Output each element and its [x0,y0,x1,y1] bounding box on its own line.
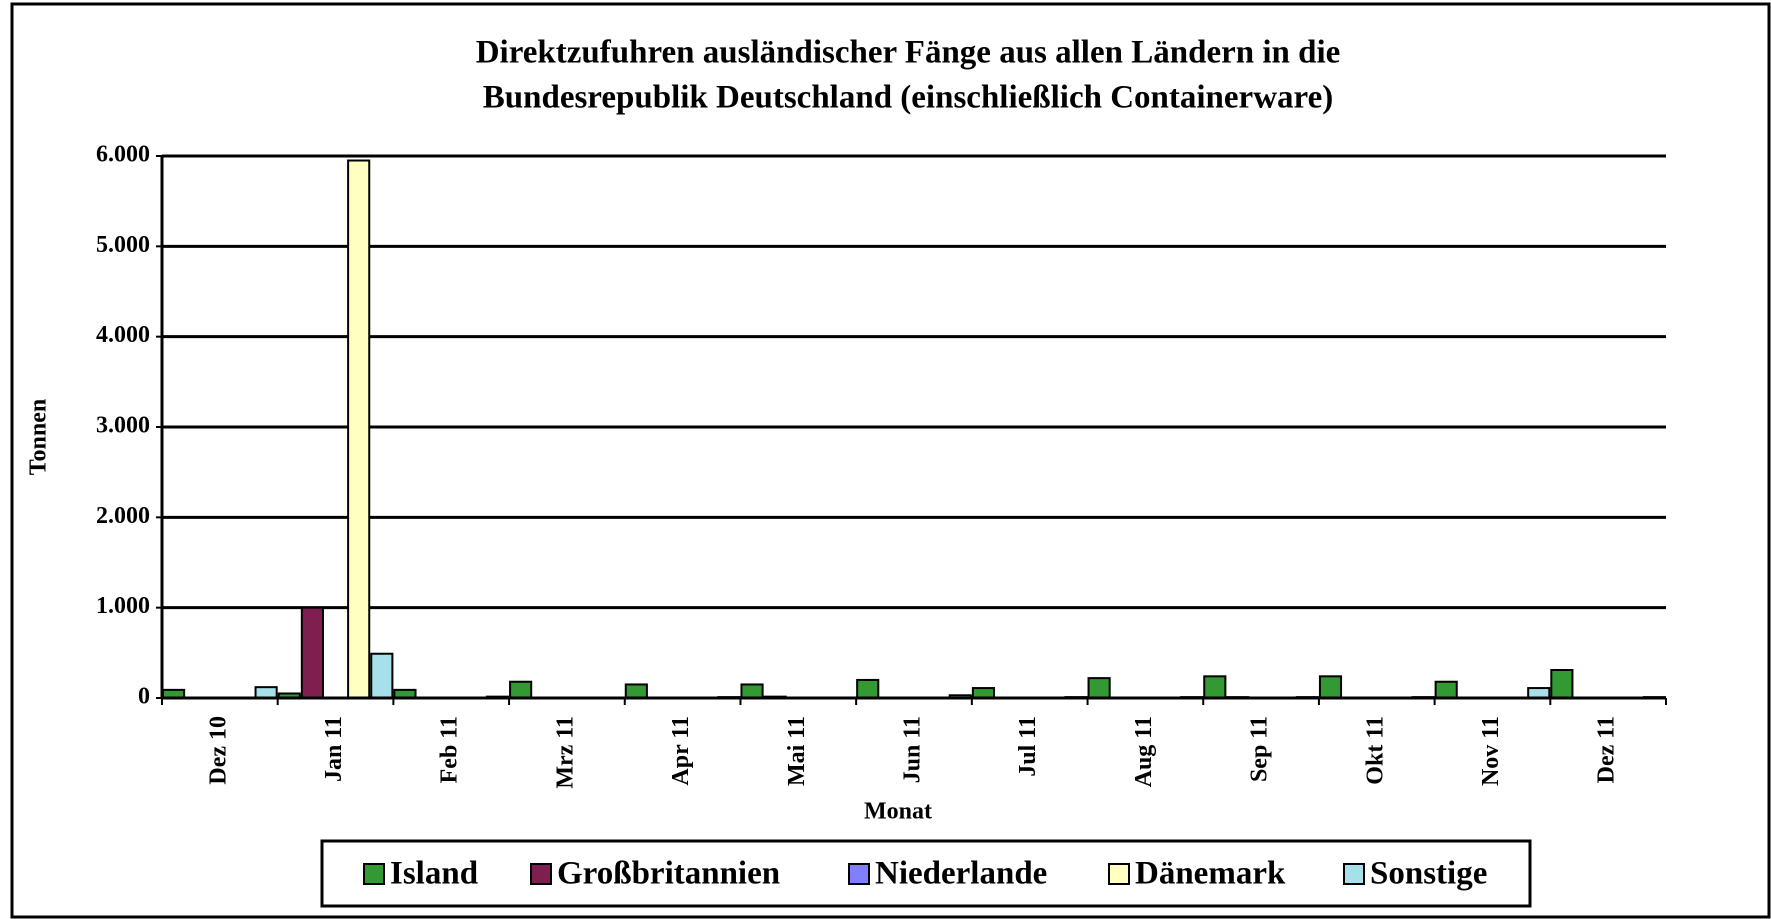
chart-title: Bundesrepublik Deutschland (einschließli… [483,80,1333,116]
x-tick-label: Aug 11 [1131,716,1157,787]
chart-border [10,2,1771,919]
bar [254,686,278,699]
legend-label: Sonstige [1370,856,1487,892]
y-tick-label: 5.000 [96,232,150,258]
legend-label: Großbritannien [557,856,780,892]
bar [370,652,394,700]
legend-label: Island [390,856,478,892]
bar [509,680,533,699]
legend-swatch [1108,863,1130,885]
y-tick-label: 0 [138,684,150,710]
bar [740,683,764,700]
y-tick-label: 2.000 [96,503,150,529]
y-tick-label: 3.000 [96,413,150,439]
bar [856,678,880,700]
x-tick-label: Jun 11 [900,716,926,783]
x-axis-label: Monat [864,799,932,825]
bar [1203,675,1227,700]
x-tick-label: Sep 11 [1247,716,1273,782]
bar [300,606,324,700]
legend-swatch [530,863,552,885]
bar [1318,675,1343,700]
x-tick-label: Dez 11 [1594,716,1620,783]
x-tick-label: Dez 10 [205,716,231,785]
bar [624,683,648,700]
y-tick-label: 6.000 [96,142,150,168]
x-tick-label: Jul 11 [1015,716,1041,777]
x-tick-label: Mrz 11 [552,716,578,789]
legend-swatch [363,863,385,885]
legend-label: Niederlande [875,856,1047,892]
y-tick-label: 4.000 [96,322,150,348]
chart-title: Direktzufuhren ausländischer Fänge aus a… [476,35,1341,71]
x-tick-label: Mai 11 [784,716,810,786]
bar [347,159,371,699]
x-tick-label: Feb 11 [437,716,463,783]
x-tick-label: Jan 11 [321,716,347,782]
legend [320,839,1532,908]
x-tick-label: Apr 11 [668,716,694,786]
legend-label: Dänemark [1135,856,1286,892]
x-tick-label: Nov 11 [1478,716,1504,786]
bar [1087,677,1111,699]
legend-swatch [848,863,870,885]
y-tick-label: 1.000 [96,593,150,619]
legend-swatch [1343,863,1365,885]
x-tick-label: Okt 11 [1362,716,1388,785]
y-axis-label: Tonnen [26,399,52,476]
bar [1550,668,1574,699]
bar [1434,680,1458,699]
